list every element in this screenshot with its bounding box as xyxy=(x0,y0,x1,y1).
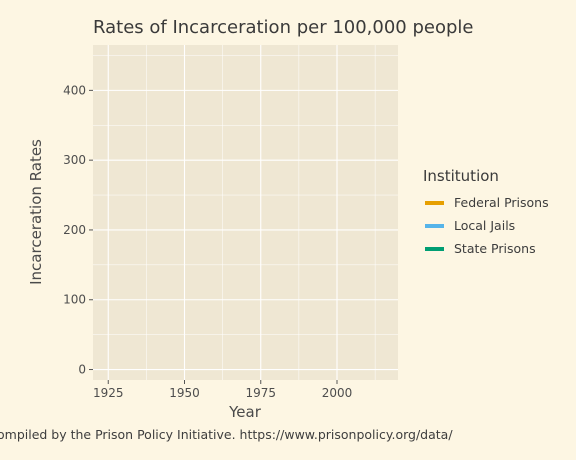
x-axis: 1925 1950 1975 2000 xyxy=(93,380,352,400)
x-axis-title: Year xyxy=(228,403,262,421)
y-axis-title: Incarceration Rates xyxy=(27,139,45,285)
y-tick-label: 100 xyxy=(63,293,86,307)
y-tick-label: 300 xyxy=(63,153,86,167)
y-axis: 0 100 200 300 400 xyxy=(63,83,93,377)
legend-title: Institution xyxy=(423,167,499,185)
legend-label: Federal Prisons xyxy=(454,195,549,210)
chart-caption: ompiled by the Prison Policy Initiative.… xyxy=(0,427,453,442)
plot-panel xyxy=(93,45,398,380)
y-tick-label: 400 xyxy=(63,83,86,97)
x-tick-label: 2000 xyxy=(322,386,353,400)
x-tick-label: 1950 xyxy=(169,386,200,400)
legend: Institution Federal Prisons Local Jails St… xyxy=(423,167,549,256)
y-tick-label: 200 xyxy=(63,223,86,237)
grid-major xyxy=(93,45,398,380)
x-tick-label: 1975 xyxy=(245,386,276,400)
chart-title: Rates of Incarceration per 100,000 peopl… xyxy=(93,17,474,38)
x-tick-label: 1925 xyxy=(93,386,124,400)
y-tick-label: 0 xyxy=(78,363,86,377)
legend-label: State Prisons xyxy=(454,241,536,256)
grid-minor xyxy=(93,45,398,380)
legend-label: Local Jails xyxy=(454,218,515,233)
